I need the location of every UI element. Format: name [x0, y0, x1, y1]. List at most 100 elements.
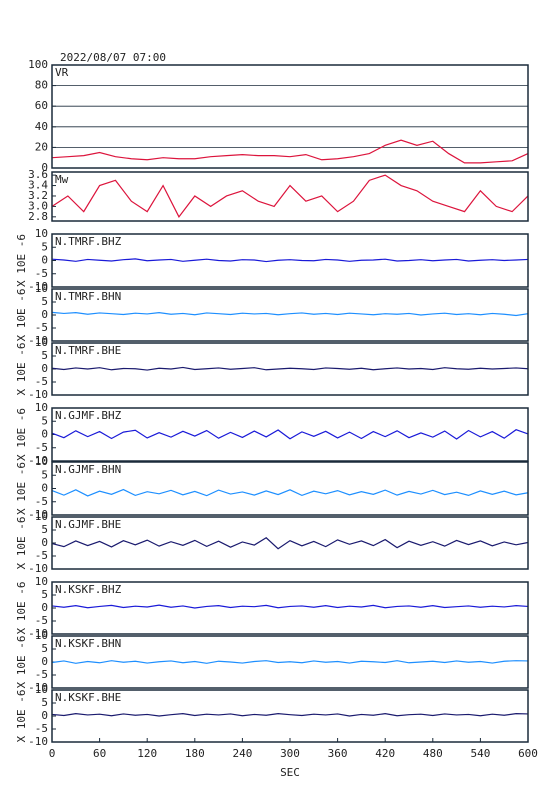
- x-tick-label: 600: [518, 747, 538, 760]
- panel-frame: [51, 171, 529, 222]
- x-tick-label: 540: [470, 747, 490, 760]
- panel-frame: [51, 342, 529, 396]
- y-axis-label: X 10E -6: [15, 582, 28, 635]
- y-tick-label: 0: [41, 428, 48, 441]
- y-tick-label: 10: [35, 510, 48, 523]
- y-axis-label: X 10E -6: [15, 343, 28, 396]
- series-line: [51, 429, 529, 440]
- y-tick-label: 10: [35, 227, 48, 240]
- y-tick-label: 10: [35, 455, 48, 468]
- panel-frame: [51, 233, 529, 288]
- y-tick-label: 5: [41, 696, 48, 709]
- x-tick-label: 180: [185, 747, 205, 760]
- y-tick-label: -10: [28, 388, 48, 401]
- x-tick-label: 240: [232, 747, 252, 760]
- panel-frame: [51, 288, 529, 342]
- series-label: N.KSKF.BHZ: [55, 583, 122, 596]
- series-label: N.TMRF.BHN: [55, 290, 121, 303]
- y-tick-label: 10: [35, 336, 48, 349]
- y-tick-label: -5: [35, 495, 48, 508]
- series-line: [51, 139, 529, 164]
- y-tick-label: -10: [28, 627, 48, 640]
- y-tick-label: 60: [35, 99, 48, 112]
- y-tick-label: 5: [41, 588, 48, 601]
- y-tick-label: -5: [35, 614, 48, 627]
- y-tick-label: 3.4: [28, 179, 48, 192]
- y-tick-label: -10: [28, 508, 48, 521]
- y-tick-label: 2.8: [28, 210, 48, 223]
- y-tick-label: 80: [35, 79, 48, 92]
- x-tick-label: 60: [93, 747, 106, 760]
- y-tick-label: 0: [41, 254, 48, 267]
- series-line: [51, 537, 529, 550]
- y-tick-label: 0: [41, 308, 48, 321]
- panel-frame: [51, 461, 529, 516]
- y-tick-label: 5: [41, 349, 48, 362]
- y-axis-label: X 10E -6: [15, 234, 28, 287]
- series-label: N.KSKF.BHN: [55, 637, 121, 650]
- y-tick-label: 0: [41, 655, 48, 668]
- y-tick-label: -5: [35, 267, 48, 280]
- y-tick-label: 5: [41, 414, 48, 427]
- y-tick-label: 3.2: [28, 189, 48, 202]
- series-line: [51, 311, 529, 317]
- y-tick-label: 10: [35, 575, 48, 588]
- x-tick-label: 0: [49, 747, 56, 760]
- series-line: [51, 660, 529, 664]
- panel-frame: [51, 689, 529, 743]
- series-line: [51, 604, 529, 609]
- series-label: N.GJMF.BHN: [55, 463, 121, 476]
- y-tick-label: 3.6: [28, 168, 48, 181]
- y-tick-label: 0: [41, 161, 48, 174]
- y-axis-label: X 10E -6: [15, 408, 28, 461]
- y-tick-label: 10: [35, 401, 48, 414]
- y-tick-label: 0: [41, 601, 48, 614]
- x-tick-label: 420: [375, 747, 395, 760]
- x-tick-label: 480: [423, 747, 443, 760]
- y-tick-label: -5: [35, 375, 48, 388]
- y-tick-label: 0: [41, 482, 48, 495]
- y-tick-label: 100: [28, 58, 48, 71]
- series-label: N.KSKF.BHE: [55, 691, 121, 704]
- y-tick-label: -5: [35, 441, 48, 454]
- series-line: [51, 258, 529, 263]
- y-tick-label: 20: [35, 140, 48, 153]
- y-tick-label: 3.0: [28, 199, 48, 212]
- y-tick-label: 40: [35, 120, 48, 133]
- y-tick-label: 10: [35, 629, 48, 642]
- y-tick-label: -10: [28, 681, 48, 694]
- x-axis-label: SEC: [280, 766, 300, 779]
- y-axis-label: X 10E -6: [15, 636, 28, 689]
- y-tick-label: -10: [28, 334, 48, 347]
- y-tick-label: 0: [41, 536, 48, 549]
- x-tick-label: 360: [328, 747, 348, 760]
- y-tick-label: 5: [41, 523, 48, 536]
- x-tick-label: 120: [137, 747, 157, 760]
- y-tick-label: 5: [41, 295, 48, 308]
- y-tick-label: -5: [35, 549, 48, 562]
- series-label: VR: [55, 66, 69, 79]
- y-axis-label: X 10E -6: [15, 289, 28, 342]
- y-tick-label: -10: [28, 280, 48, 293]
- y-axis-label: X 10E -6: [15, 517, 28, 570]
- y-axis-label: X 10E -6: [15, 462, 28, 515]
- series-label: N.TMRF.BHZ: [55, 235, 122, 248]
- y-axis-label: X 10E -6: [15, 690, 28, 743]
- panel-frame: [51, 64, 529, 169]
- y-tick-label: 10: [35, 683, 48, 696]
- chart-title: 2022/08/07 07:00: [60, 51, 166, 64]
- series-line: [51, 174, 529, 218]
- y-tick-label: -10: [28, 735, 48, 748]
- panel-frame: [51, 581, 529, 635]
- y-tick-label: 0: [41, 709, 48, 722]
- panel-frame: [51, 635, 529, 689]
- y-tick-label: 0: [41, 362, 48, 375]
- y-tick-label: -5: [35, 722, 48, 735]
- y-tick-label: 5: [41, 468, 48, 481]
- x-tick-label: 300: [280, 747, 300, 760]
- panel-frame: [51, 407, 529, 462]
- y-tick-label: -10: [28, 454, 48, 467]
- y-tick-label: 10: [35, 282, 48, 295]
- y-tick-label: -5: [35, 668, 48, 681]
